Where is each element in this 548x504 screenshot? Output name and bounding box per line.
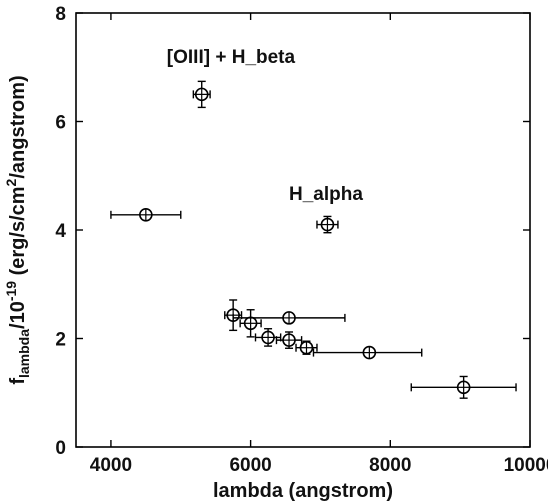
y-axis-label: flambda/10-19 (erg/s/cm2/angstrom) — [3, 75, 32, 384]
data-point — [254, 328, 282, 347]
data-point — [316, 215, 339, 234]
data-point — [110, 208, 182, 222]
data-point — [275, 331, 303, 349]
annotations: [OIII] + H_beta H_alpha — [167, 47, 364, 205]
annotation-label: H_alpha — [289, 184, 363, 205]
y-tick-label: 0 — [55, 438, 66, 459]
y-tick-label: 8 — [55, 4, 66, 25]
y-tick-label: 6 — [55, 113, 66, 134]
x-axis-label: lambda (angstrom) — [213, 480, 393, 502]
annotation-label: [OIII] + H_beta — [167, 47, 296, 68]
axis-labels: lambda (angstrom) flambda/10-19 (erg/s/c… — [3, 75, 393, 502]
data-point — [239, 309, 262, 338]
y-tick-label: 2 — [55, 330, 66, 351]
x-tick-label: 4000 — [90, 455, 132, 476]
data-point — [410, 375, 517, 399]
data-point — [192, 80, 211, 109]
x-tick-label: 6000 — [229, 455, 271, 476]
data-point — [312, 345, 423, 360]
data-point — [295, 340, 318, 355]
data-points — [110, 80, 517, 399]
x-tick-label: 8000 — [369, 455, 411, 476]
data-point — [232, 311, 346, 325]
y-tick-label: 4 — [55, 221, 66, 242]
